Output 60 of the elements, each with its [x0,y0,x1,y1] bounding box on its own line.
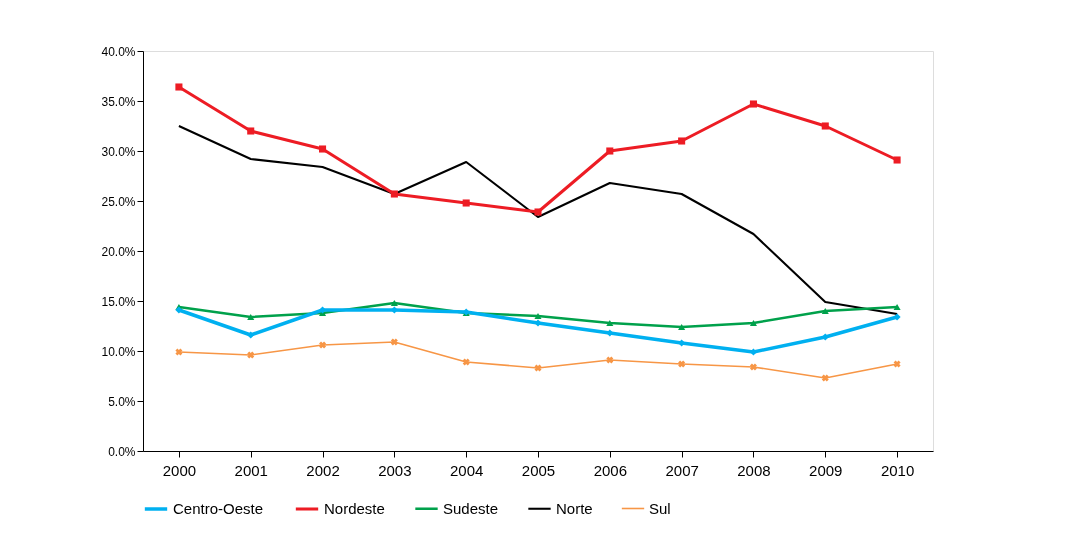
point [749,363,757,371]
point [749,100,757,108]
point [821,307,829,315]
legend-label: Norte [556,499,593,517]
x-tick-label: 2007 [665,461,699,479]
y-tick-label: 35.0% [101,94,136,109]
point [821,122,829,130]
point [749,319,757,327]
x-tick-label: 2006 [593,461,628,479]
x-tick-label: 2004 [449,461,484,479]
point [893,360,901,368]
x-tick-label: 2001 [234,461,268,479]
point [534,364,542,372]
point [390,299,398,307]
x-tick-label: 2003 [378,461,412,479]
point [534,208,542,216]
point [319,145,327,153]
y-tick-label: 0.0% [108,444,136,459]
legend-label: Sudeste [443,499,499,517]
point [175,83,183,91]
point [893,303,901,311]
y-tick-label: 40.0% [101,44,136,59]
x-tick-label: 2010 [880,461,915,479]
legend-label: Centro-Oeste [173,500,264,517]
legend-label: Sul [649,499,671,517]
point [247,331,255,339]
x-tick-label: 2009 [809,461,843,479]
point [893,156,901,164]
x-tick-label: 2000 [162,461,197,479]
point [534,319,542,327]
x-tick-label: 2005 [521,461,556,479]
point [247,351,255,359]
point [821,333,829,341]
point [606,356,614,364]
y-tick-label: 25.0% [101,194,136,209]
y-tick-label: 10.0% [101,344,136,359]
y-tick-label: 5.0% [108,394,136,409]
point [390,338,398,346]
point [678,137,686,145]
point [247,313,255,321]
point [247,127,255,135]
y-tick-label: 30.0% [101,144,136,159]
point [175,348,183,356]
point [893,313,901,321]
point [821,374,829,382]
point [606,329,614,337]
point [678,323,686,331]
x-tick-label: 2002 [306,461,340,479]
x-tick-label: 2008 [737,461,771,479]
point [678,360,686,368]
point [462,358,470,366]
point [534,312,542,320]
y-tick-label: 15.0% [101,294,136,309]
point [390,190,398,198]
legend-label: Nordeste [324,500,385,517]
point [606,319,614,327]
point [462,199,470,207]
point [319,341,327,349]
y-tick-label: 20.0% [101,244,136,259]
point [606,147,614,155]
